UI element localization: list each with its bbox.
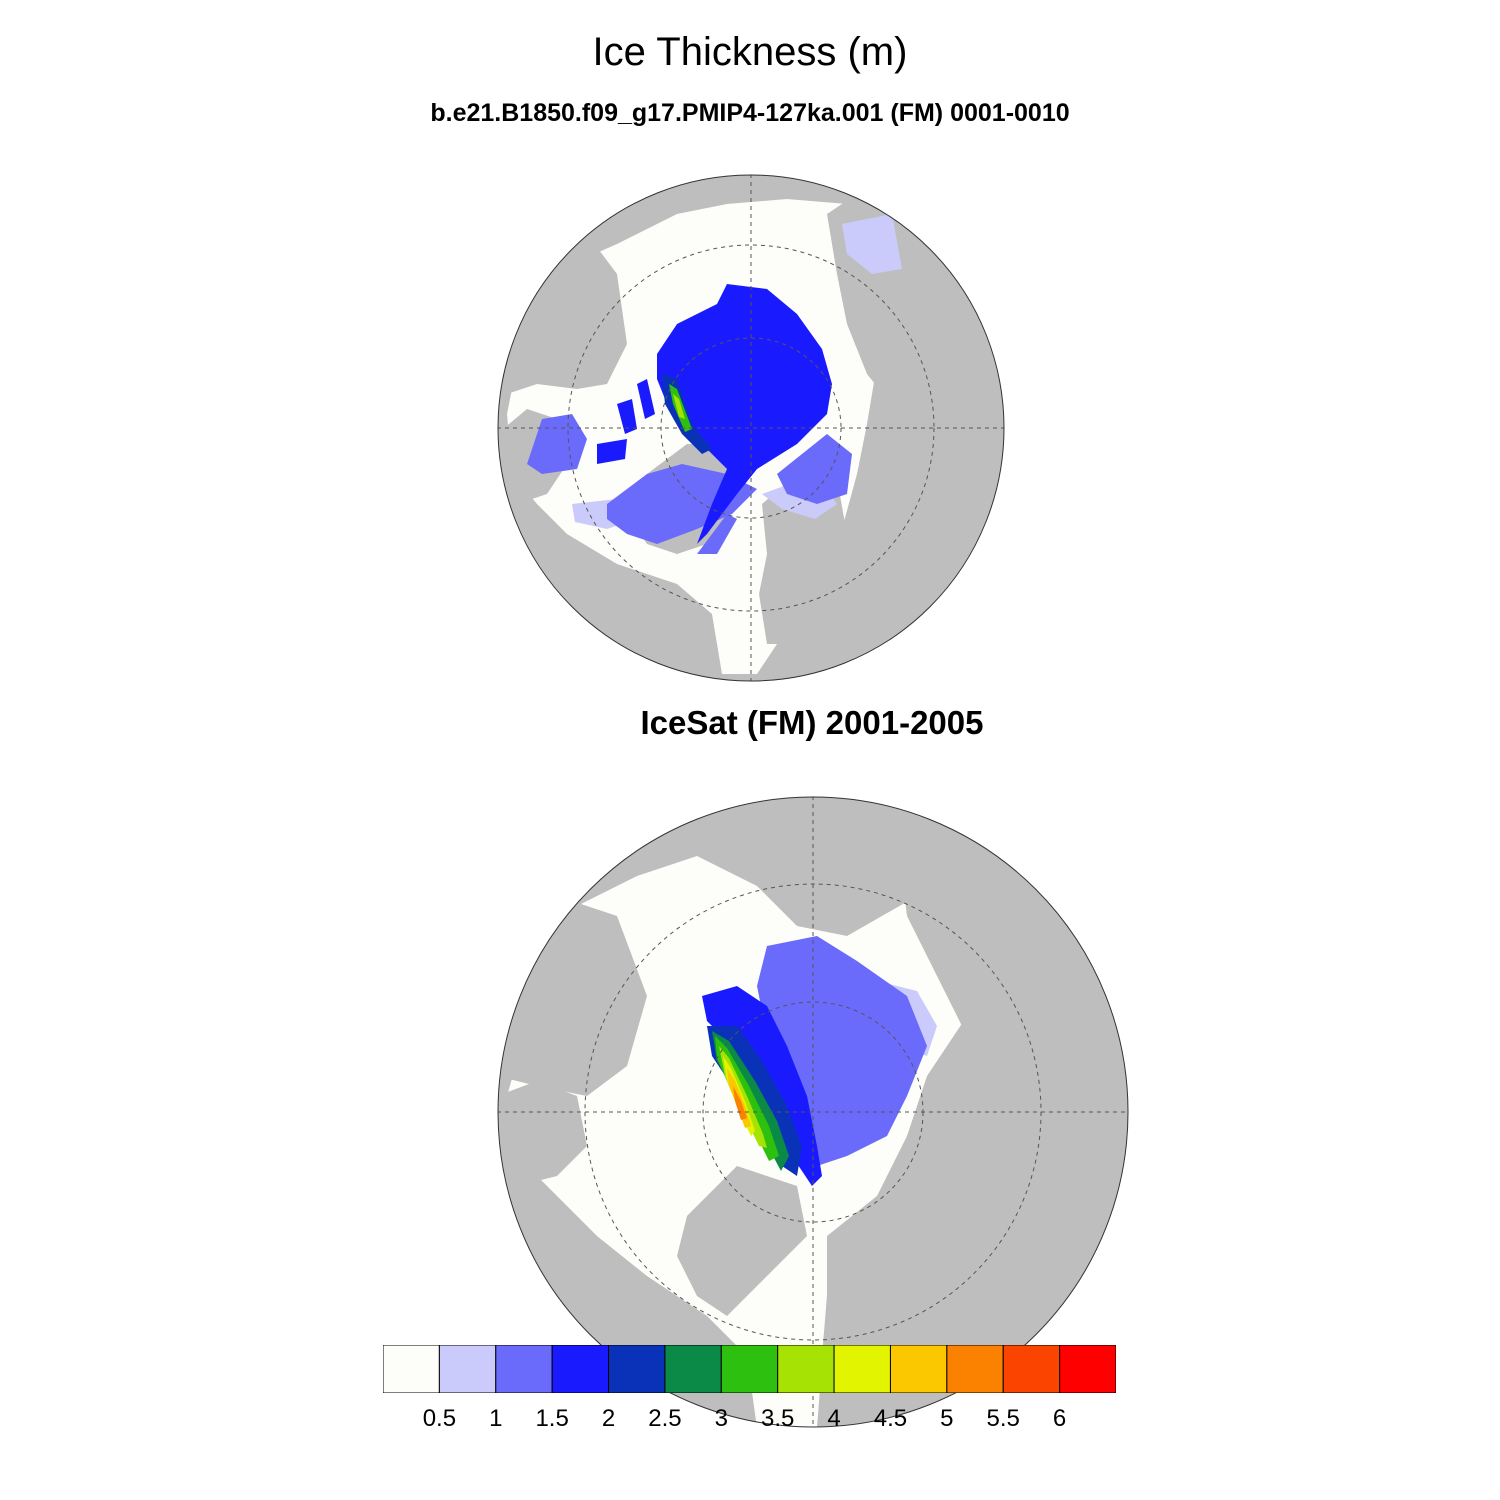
colorbar-swatch xyxy=(608,1345,666,1393)
colorbar-swatch xyxy=(889,1345,948,1393)
archipelago-channels xyxy=(597,379,655,464)
colorbar-tick-label: 4 xyxy=(827,1405,841,1432)
map-boundary xyxy=(497,796,1129,1428)
ice-main xyxy=(657,284,832,544)
colorbar-swatch xyxy=(383,1345,440,1393)
colorbar xyxy=(383,1345,1116,1393)
colorbar-tick-label: 2 xyxy=(601,1405,616,1432)
ice-fringe-light xyxy=(572,214,902,529)
colorbar-tick-label: 3.5 xyxy=(761,1405,795,1432)
colorbar-swatch xyxy=(1002,1345,1061,1393)
colorbar-tick-label: 4.5 xyxy=(873,1405,908,1432)
colorbar-swatch xyxy=(495,1345,553,1393)
model-ice-map xyxy=(497,174,1005,682)
colorbar-swatch xyxy=(833,1345,891,1393)
colorbar-tick-label: 3 xyxy=(714,1405,728,1432)
colorbar-tick-label: 1 xyxy=(489,1405,503,1432)
map-boundary xyxy=(497,174,1005,682)
ice-red-orange xyxy=(733,1086,747,1120)
alaska xyxy=(498,1081,587,1186)
colorbar-swatch xyxy=(664,1345,722,1393)
siberia xyxy=(897,836,1128,1126)
ice-thickest xyxy=(673,394,685,419)
colorbar-swatch xyxy=(1059,1345,1116,1393)
graticule xyxy=(498,175,1004,681)
colorbar-swatch xyxy=(720,1345,779,1393)
colorbar-tick-label: 2.5 xyxy=(648,1405,682,1432)
colorbar-swatch xyxy=(946,1345,1004,1393)
main-title: Ice Thickness (m) xyxy=(592,30,908,74)
colorbar-swatch xyxy=(777,1345,835,1393)
model-subtitle: b.e21.B1850.f09_g17.PMIP4-127ka.001 (FM)… xyxy=(430,99,1070,127)
colorbar-tick-label: 6 xyxy=(1052,1405,1067,1432)
colorbar-labels: 0.5 1 1.5 2 2.5 3 3.5 4 4.5 5 5.5 6 xyxy=(0,1405,1500,1435)
graticule xyxy=(498,797,1128,1427)
colorbar-swatch xyxy=(438,1345,497,1393)
colorbar-tick-label: 5.5 xyxy=(986,1405,1020,1432)
icesat-title: IceSat (FM) 2001-2005 xyxy=(640,704,984,741)
colorbar-swatch xyxy=(551,1345,610,1393)
greenland xyxy=(677,1166,807,1316)
ice-thin xyxy=(527,414,852,554)
icesat-ice-map xyxy=(497,796,1129,1428)
scandinavia xyxy=(759,474,847,644)
colorbar-tick-label: 1.5 xyxy=(535,1405,569,1432)
colorbar-tick-label: 0.5 xyxy=(422,1405,457,1432)
colorbar-tick-label: 5 xyxy=(940,1405,954,1432)
